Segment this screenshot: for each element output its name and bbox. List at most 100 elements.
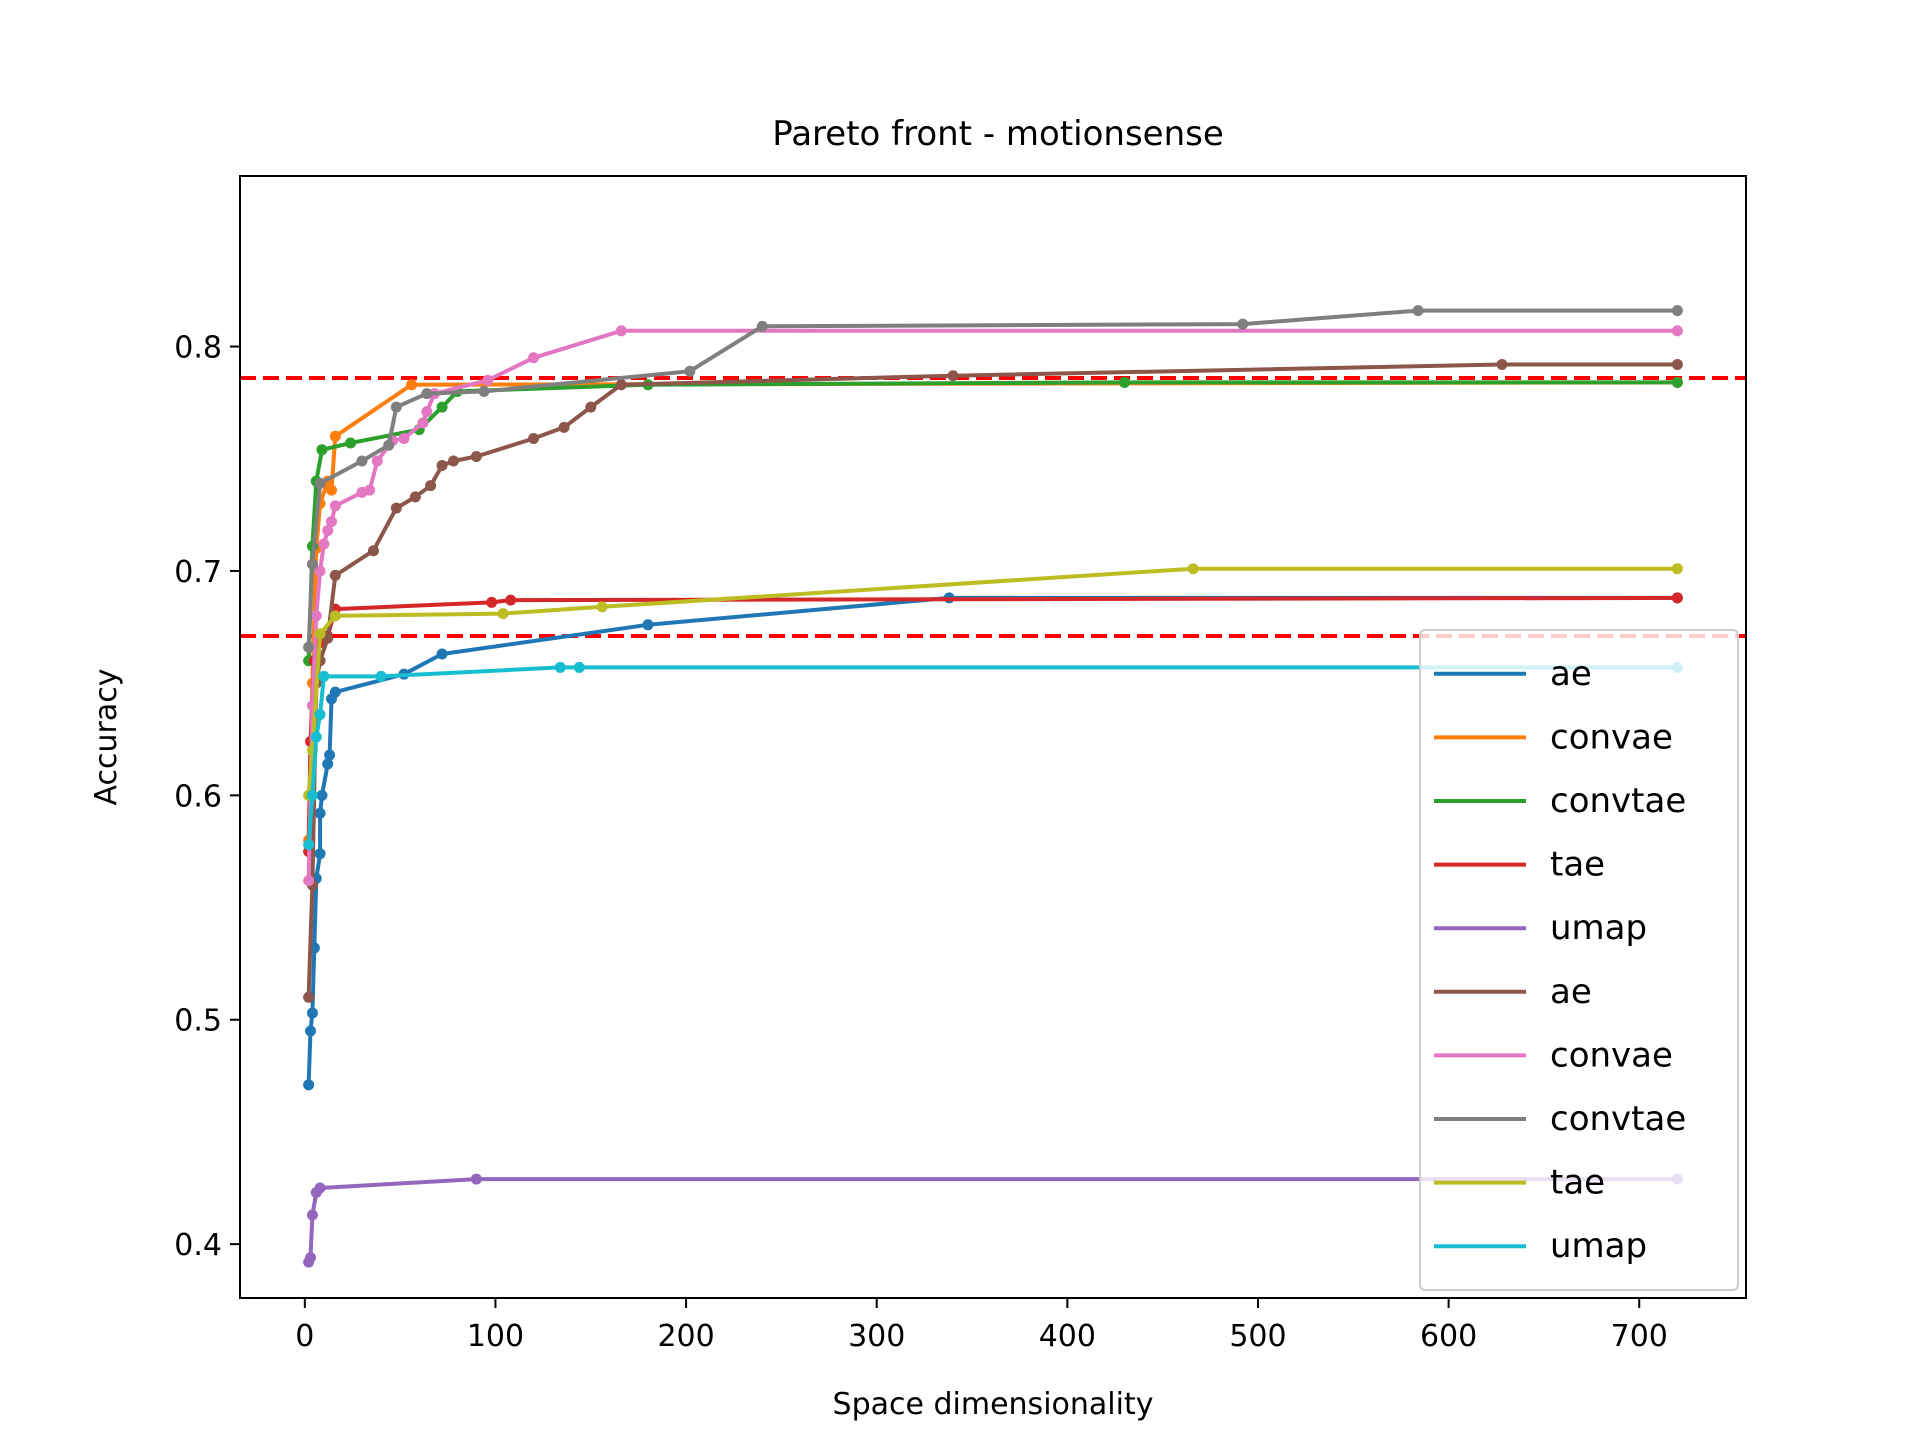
x-tick-label: 200: [657, 1319, 714, 1354]
data-point: [303, 991, 315, 1003]
legend-box: [1419, 629, 1739, 1291]
data-point: [1671, 325, 1683, 337]
x-tick-label: 600: [1420, 1319, 1477, 1354]
y-axis: 0.4 0.5 0.6 0.7 0.8: [174, 331, 240, 1263]
y-tick-label: 0.8: [174, 331, 222, 366]
data-point: [615, 379, 627, 391]
data-point: [554, 661, 566, 673]
legend-item-4: tae: [1434, 845, 1605, 885]
data-point: [316, 444, 328, 456]
data-point: [528, 352, 540, 364]
data-point: [345, 437, 357, 449]
data-point: [497, 608, 509, 620]
data-point: [306, 789, 318, 801]
y-tick-label: 0.6: [174, 779, 222, 814]
data-point: [390, 502, 402, 514]
data-point: [329, 610, 341, 622]
legend-item-7: convae: [1434, 1035, 1673, 1075]
series-8-convtae: [303, 305, 1683, 653]
data-point: [642, 619, 654, 631]
legend-item-3: convtae: [1434, 781, 1686, 821]
data-point: [436, 648, 448, 660]
plot-frame: [239, 175, 1747, 1299]
data-point: [436, 459, 448, 471]
data-point: [303, 875, 315, 887]
data-point: [756, 320, 768, 332]
data-point: [1671, 358, 1683, 370]
legend-label: convtae: [1550, 781, 1686, 821]
data-point: [585, 401, 597, 413]
data-point: [356, 455, 368, 467]
data-point: [421, 406, 433, 418]
data-point: [486, 596, 498, 608]
x-tick-label: 500: [1229, 1319, 1286, 1354]
data-point: [371, 455, 383, 467]
data-point: [398, 433, 410, 445]
legend-item-2: convae: [1434, 717, 1673, 757]
series-layer: [303, 305, 1683, 1268]
chart-title: Pareto front - motionsense: [772, 114, 1224, 154]
data-point: [318, 538, 330, 550]
x-axis-label: Space dimensionality: [833, 1387, 1154, 1422]
legend-label: convae: [1550, 1035, 1673, 1075]
data-point: [324, 749, 336, 761]
data-point: [409, 491, 421, 503]
data-point: [310, 731, 322, 743]
data-point: [470, 1173, 482, 1185]
legend-label: ae: [1550, 654, 1592, 694]
data-point: [322, 525, 334, 537]
data-point: [573, 661, 585, 673]
y-tick-label: 0.5: [174, 1004, 222, 1039]
data-point: [305, 1252, 317, 1264]
legend: ae convae convtae tae umap ae convae convtae tae…: [1419, 629, 1739, 1291]
data-point: [1119, 376, 1131, 388]
legend-label: ae: [1550, 972, 1592, 1012]
legend-label: umap: [1550, 1226, 1647, 1266]
data-point: [1671, 563, 1683, 575]
x-tick-label: 300: [848, 1319, 905, 1354]
data-point: [364, 484, 376, 496]
data-point: [303, 641, 315, 653]
data-point: [314, 1182, 326, 1194]
data-point: [417, 417, 429, 429]
data-point: [470, 451, 482, 462]
data-point: [326, 484, 338, 496]
data-point: [1671, 592, 1683, 604]
data-point: [1237, 318, 1249, 330]
x-axis: 0 100 200 300 400 500 600 700: [295, 1298, 1668, 1354]
y-tick-label: 0.7: [174, 555, 222, 590]
data-point: [448, 455, 460, 467]
data-point: [310, 610, 322, 622]
data-point: [528, 433, 540, 445]
data-point: [303, 839, 315, 851]
data-point: [318, 670, 330, 682]
y-axis-label: Accuracy: [89, 669, 124, 806]
data-point: [306, 558, 318, 570]
series-5-umap: [303, 1173, 1683, 1268]
series-9-tae: [303, 563, 1683, 801]
data-point: [314, 477, 326, 489]
series-line: [306, 566, 1678, 796]
data-point: [306, 1007, 318, 1019]
data-point: [329, 430, 341, 442]
legend-item-8: convtae: [1434, 1099, 1686, 1139]
data-point: [329, 569, 341, 581]
data-point: [383, 439, 395, 451]
data-point: [306, 1209, 318, 1221]
data-point: [375, 670, 387, 682]
data-point: [326, 516, 338, 528]
data-point: [329, 686, 341, 698]
data-point: [406, 379, 418, 391]
data-point: [947, 370, 959, 382]
data-point: [1412, 305, 1424, 317]
data-point: [436, 401, 448, 413]
x-tick-label: 0: [295, 1319, 314, 1354]
data-point: [1187, 563, 1199, 575]
data-point: [615, 325, 627, 337]
data-point: [684, 365, 696, 377]
series-10-umap: [303, 661, 1683, 851]
data-point: [314, 565, 326, 577]
legend-label: umap: [1550, 908, 1647, 948]
data-point: [314, 848, 326, 860]
x-tick-label: 100: [467, 1319, 524, 1354]
